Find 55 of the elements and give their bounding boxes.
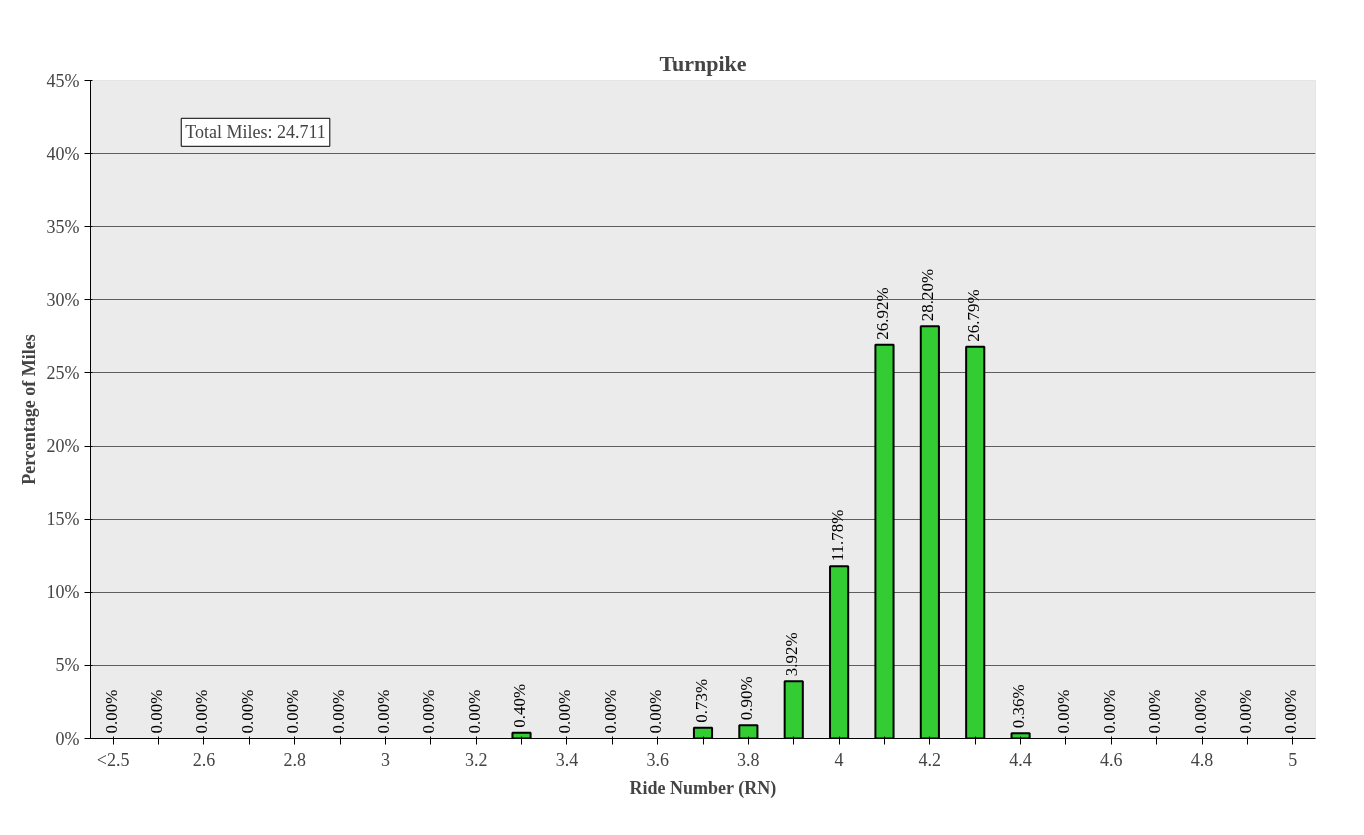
data-label: 0.00% [237, 689, 257, 734]
data-label: 11.78% [827, 509, 847, 562]
data-label: 0.90% [736, 676, 756, 721]
data-label: 0.00% [1099, 689, 1119, 734]
data-label: 0.36% [1009, 684, 1029, 729]
data-label: 0.00% [147, 689, 167, 734]
data-label: 0.73% [691, 678, 711, 723]
data-label: 0.00% [283, 689, 303, 734]
data-label: 0.00% [419, 689, 439, 734]
data-label: 26.92% [872, 287, 892, 340]
x-tick-label: 3.6 [646, 749, 669, 770]
data-label: 0.00% [328, 689, 348, 734]
x-tick-label: 3.2 [464, 749, 488, 770]
x-tick-label: 3.8 [737, 749, 760, 770]
x-axis-title: Ride Number (RN) [629, 777, 777, 799]
x-tick-label: <2.5 [96, 749, 130, 770]
data-label: 0.00% [555, 689, 575, 734]
x-tick-label: 3 [380, 749, 390, 770]
y-tick-label: 20% [46, 436, 80, 457]
y-tick-label: 0% [55, 728, 80, 749]
data-label: 0.00% [1235, 689, 1255, 734]
chart-title: Turnpike [659, 50, 747, 76]
data-label: 0.00% [600, 689, 620, 734]
x-tick-label: 4.4 [1009, 749, 1032, 770]
x-tick-label: 4 [834, 749, 844, 770]
y-tick-label: 30% [46, 289, 80, 310]
x-tick-label: 4.2 [918, 749, 942, 770]
data-label: 26.79% [963, 289, 983, 342]
data-label: 0.00% [373, 689, 393, 734]
data-label: 0.00% [1190, 689, 1210, 734]
y-tick-label: 40% [46, 143, 80, 164]
y-tick-label: 25% [46, 362, 80, 383]
data-label: 0.00% [1281, 689, 1301, 734]
data-label: 0.00% [1054, 689, 1074, 734]
annotation: Total Miles: 24.711 [185, 122, 326, 143]
x-tick-label: 5 [1288, 749, 1298, 770]
data-label: 0.00% [646, 689, 666, 734]
x-tick-label: 2.6 [192, 749, 216, 770]
y-tick-label: 45% [46, 70, 80, 91]
data-label: 3.92% [782, 632, 802, 677]
y-tick-label: 15% [46, 509, 80, 530]
x-tick-label: 2.8 [283, 749, 306, 770]
y-tick-label: 35% [46, 216, 80, 237]
data-label: 0.00% [464, 689, 484, 734]
data-label: 28.20% [918, 268, 938, 322]
data-label: 0.00% [101, 689, 121, 734]
data-label: 0.00% [1145, 689, 1165, 734]
y-tick-label: 10% [46, 582, 80, 603]
data-label: 0.00% [192, 689, 212, 734]
x-tick-label: 3.4 [555, 749, 579, 770]
data-label: 0.40% [510, 683, 530, 728]
y-axis-title: Percentage of Miles [18, 334, 39, 485]
x-tick-label: 4.6 [1100, 749, 1123, 770]
x-tick-label: 4.8 [1190, 749, 1214, 770]
y-tick-label: 5% [55, 655, 80, 676]
